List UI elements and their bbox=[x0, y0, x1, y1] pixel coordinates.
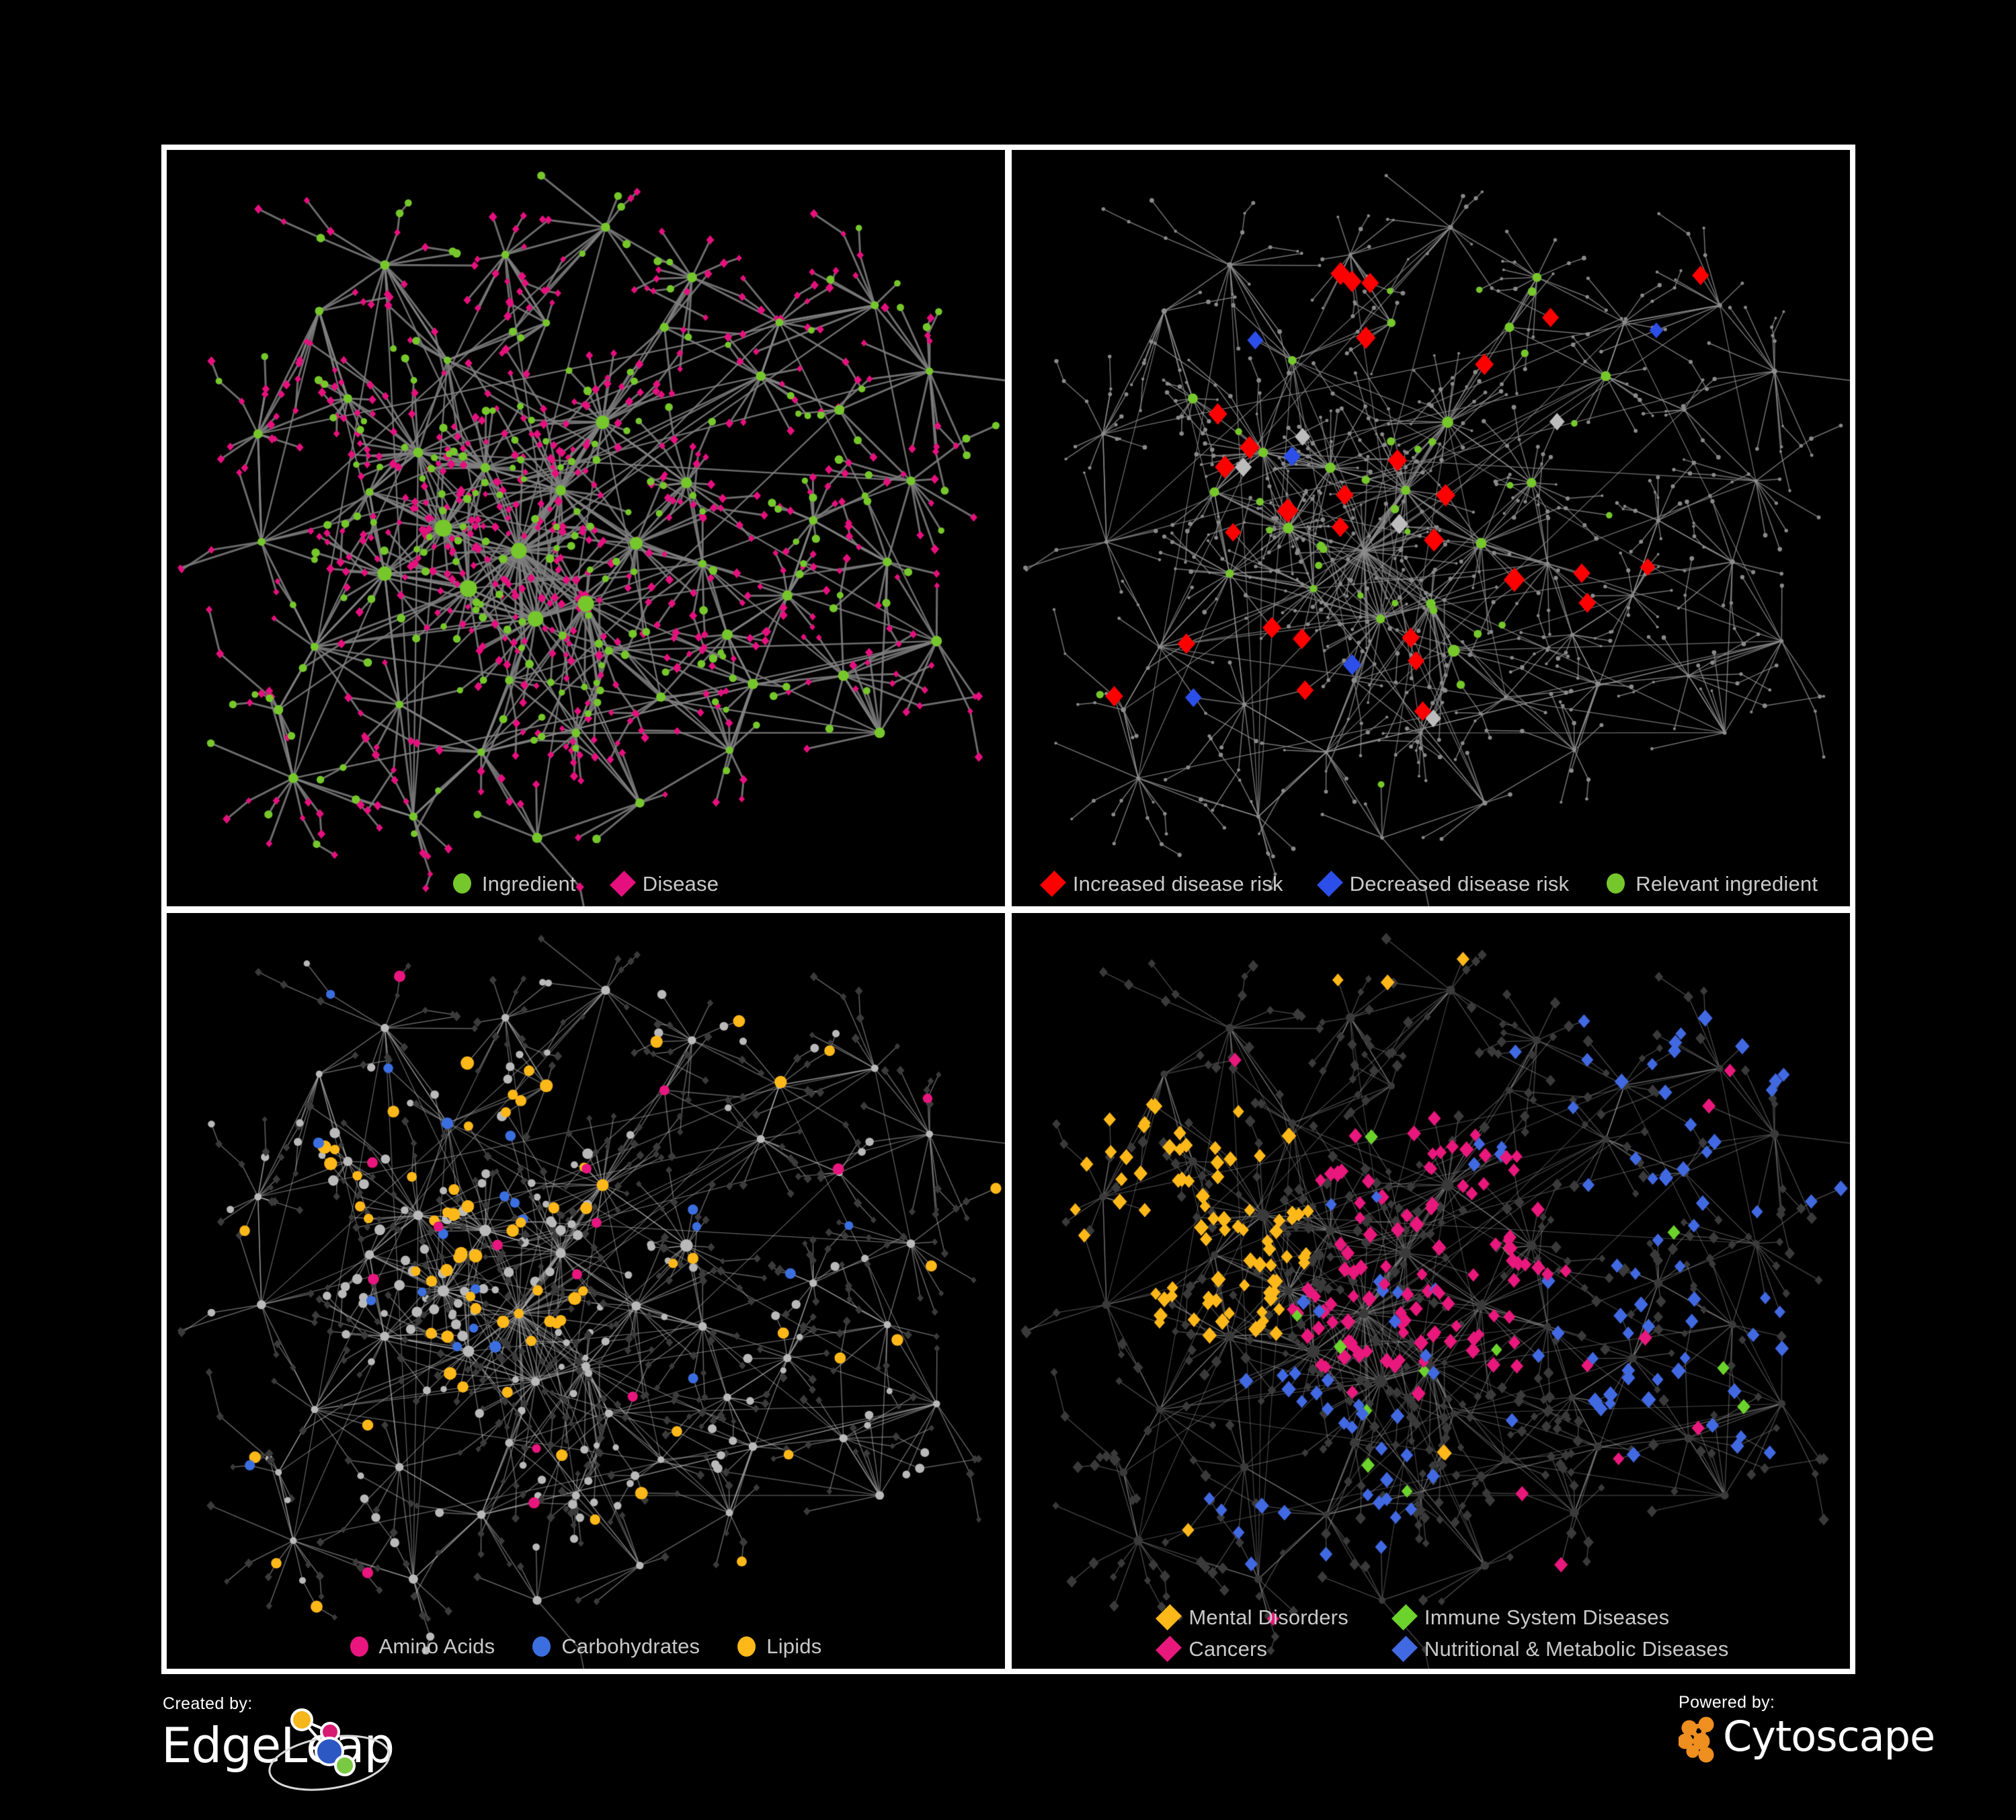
carbohydrates-marker-icon bbox=[532, 1636, 551, 1657]
legend-item[interactable]: Mental Disorders bbox=[1156, 1604, 1348, 1630]
footer: Created by: EdgeLeap Powered by: Cytosca… bbox=[0, 1674, 2016, 1820]
decreased-risk-marker-icon bbox=[1316, 870, 1343, 897]
legend-item[interactable]: Disease bbox=[609, 870, 719, 897]
panel-disease-classes[interactable]: Mental Disorders Immune System Diseases … bbox=[1012, 912, 1850, 1669]
panel-disease-risk[interactable]: Increased disease risk Decreased disease… bbox=[1012, 150, 1850, 906]
relevant-ingredient-marker-icon bbox=[1607, 873, 1625, 894]
legend-disease-risk: Increased disease risk Decreased disease… bbox=[1012, 870, 1850, 897]
amino-acids-marker-icon bbox=[350, 1636, 368, 1657]
network-canvas-ingredient-classes bbox=[167, 912, 1005, 1669]
legend-ingredient-disease: Ingredient Disease bbox=[167, 870, 1005, 897]
cytoscape-wordmark: Cytoscape bbox=[1723, 1712, 1935, 1761]
legend-label: Nutritional & Metabolic Diseases bbox=[1424, 1637, 1729, 1661]
edgeleap-wordmark: EdgeLeap bbox=[161, 1717, 395, 1774]
increased-risk-marker-icon bbox=[1039, 870, 1066, 897]
legend-label: Amino Acids bbox=[378, 1634, 495, 1658]
panel-grid: Ingredient Disease Increased disease ris… bbox=[161, 145, 1855, 1674]
network-canvas-disease-risk bbox=[1012, 150, 1850, 906]
legend-item[interactable]: Decreased disease risk bbox=[1316, 870, 1570, 897]
network-canvas-disease-classes bbox=[1012, 912, 1850, 1669]
nutritional-metabolic-marker-icon bbox=[1391, 1636, 1418, 1662]
legend-disease-classes: Mental Disorders Immune System Diseases … bbox=[1012, 1604, 1850, 1662]
created-by-kicker: Created by: bbox=[163, 1694, 253, 1713]
legend-label: Cancers bbox=[1188, 1637, 1268, 1661]
legend-item[interactable]: Immune System Diseases bbox=[1391, 1604, 1729, 1630]
ingredient-marker-icon bbox=[452, 873, 471, 894]
legend-label: Ingredient bbox=[481, 871, 576, 896]
legend-label: Disease bbox=[642, 871, 719, 896]
legend-item[interactable]: Increased disease risk bbox=[1039, 870, 1283, 897]
panel-ingredient-classes[interactable]: Amino Acids Carbohydrates Lipids bbox=[167, 912, 1005, 1669]
lipids-marker-icon bbox=[737, 1636, 756, 1657]
legend-item[interactable]: Nutritional & Metabolic Diseases bbox=[1391, 1636, 1729, 1662]
mental-disorders-marker-icon bbox=[1156, 1604, 1182, 1630]
legend-label: Relevant ingredient bbox=[1636, 871, 1818, 896]
powered-by-kicker: Powered by: bbox=[1679, 1693, 1775, 1712]
immune-system-marker-icon bbox=[1391, 1604, 1418, 1630]
network-canvas-ingredient-disease bbox=[167, 150, 1005, 906]
legend-item[interactable]: Carbohydrates bbox=[532, 1636, 700, 1657]
legend-label: Lipids bbox=[766, 1634, 822, 1658]
brand-powered-by[interactable]: Powered by: Cytoscape bbox=[1677, 1693, 1966, 1794]
legend-label: Mental Disorders bbox=[1188, 1606, 1348, 1629]
legend-item[interactable]: Lipids bbox=[737, 1636, 821, 1657]
legend-item[interactable]: Cancers bbox=[1156, 1636, 1348, 1662]
legend-item[interactable]: Relevant ingredient bbox=[1607, 873, 1818, 894]
legend-label: Increased disease risk bbox=[1072, 871, 1283, 896]
legend-label: Decreased disease risk bbox=[1349, 871, 1570, 896]
legend-item[interactable]: Ingredient bbox=[452, 871, 576, 896]
legend-label: Carbohydrates bbox=[561, 1634, 700, 1658]
legend-label: Immune System Diseases bbox=[1424, 1606, 1670, 1629]
cytoscape-network-icon bbox=[1679, 1716, 1714, 1763]
panel-ingredient-disease[interactable]: Ingredient Disease bbox=[167, 150, 1005, 906]
cancers-marker-icon bbox=[1156, 1636, 1182, 1662]
brand-created-by[interactable]: Created by: EdgeLeap bbox=[160, 1689, 442, 1803]
legend-item[interactable]: Amino Acids bbox=[350, 1636, 495, 1657]
legend-ingredient-classes: Amino Acids Carbohydrates Lipids bbox=[167, 1636, 1005, 1657]
disease-marker-icon bbox=[609, 870, 636, 897]
network-nodes-icon bbox=[268, 1708, 391, 1791]
